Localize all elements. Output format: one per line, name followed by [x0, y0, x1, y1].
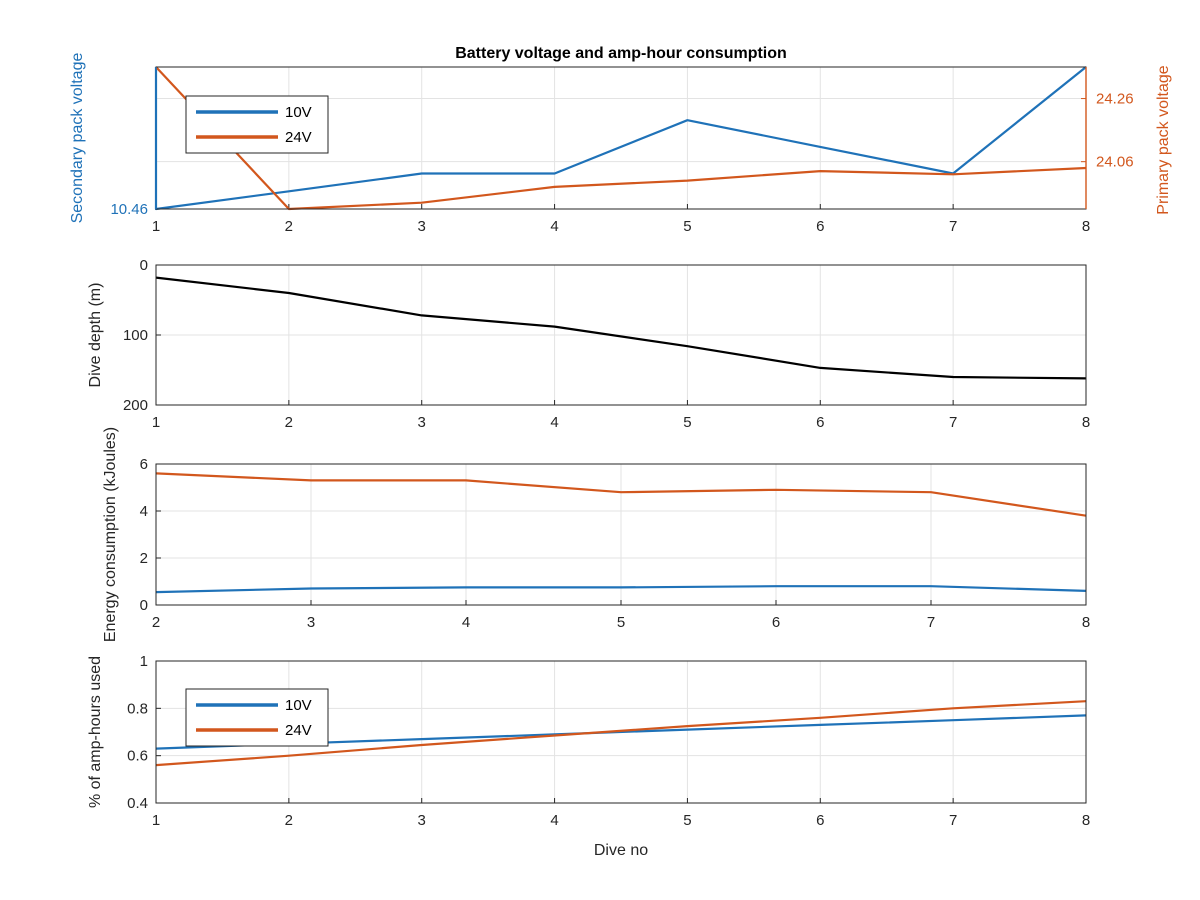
y-tick-label: 0.8 [127, 700, 148, 717]
y-tick-label: 10.46 [110, 201, 148, 218]
series-line-24v [155, 66, 1087, 211]
x-tick-label: 6 [816, 414, 824, 431]
x-tick-label: 6 [816, 812, 824, 829]
x-tick-label: 2 [285, 218, 293, 235]
x-tick-label: 5 [683, 218, 691, 235]
x-tick-label: 8 [1082, 614, 1090, 631]
subplot-4: 1 2 3 4 5 6 7 8 0.4 0.6 0.8 1 % of amp-hours used Div… [87, 653, 1090, 859]
x-tick-label: 1 [152, 218, 160, 235]
x-tick-label: 4 [462, 614, 470, 631]
y-tick-label: 0.4 [127, 795, 148, 812]
y-axis-label: Secondary pack voltage [69, 53, 86, 224]
y-tick-label: 0 [140, 597, 148, 614]
y-right-tick-label: 24.26 [1096, 91, 1134, 108]
subplot-1: 1 2 3 4 5 6 7 8 10.46 24.06 24.26 Secondary pack vo… [69, 45, 1172, 235]
x-tick-label: 7 [949, 414, 957, 431]
x-tick-label: 3 [307, 614, 315, 631]
chart-title: Battery voltage and amp-hour consumption [455, 45, 787, 62]
subplot-2: 1 2 3 4 5 6 7 8 0 100 200 Dive depth (m) [87, 257, 1090, 431]
y-axis-label: Energy consumption (kJoules) [102, 427, 119, 642]
y-tick-label: 0.6 [127, 748, 148, 765]
x-tick-label: 1 [152, 812, 160, 829]
x-tick-label: 3 [418, 414, 426, 431]
x-tick-label: 2 [285, 414, 293, 431]
legend-label-24v: 24V [285, 722, 312, 739]
y-tick-label: 6 [140, 456, 148, 473]
y-tick-label: 200 [123, 397, 148, 414]
x-tick-label: 3 [418, 812, 426, 829]
series-line-1 [155, 472, 1087, 517]
y-tick-label: 0 [140, 257, 148, 274]
x-tick-label: 5 [617, 614, 625, 631]
x-tick-label: 1 [152, 414, 160, 431]
legend-label-10v: 10V [285, 697, 312, 714]
x-tick-label: 4 [550, 812, 558, 829]
x-tick-label: 2 [152, 614, 160, 631]
axes-box [155, 264, 1087, 406]
legend-label-24v: 24V [285, 129, 312, 146]
axes-box [155, 463, 1087, 606]
series-line-24v [155, 700, 1087, 767]
series-line-2 [155, 585, 1087, 594]
y-right-axis-label: Primary pack voltage [1155, 65, 1172, 214]
x-tick-label: 8 [1082, 218, 1090, 235]
legend-label-10v: 10V [285, 104, 312, 121]
x-tick-label: 7 [927, 614, 935, 631]
x-tick-label: 4 [550, 414, 558, 431]
x-tick-label: 6 [816, 218, 824, 235]
x-tick-label: 8 [1082, 812, 1090, 829]
x-tick-label: 3 [418, 218, 426, 235]
x-tick-label: 5 [683, 812, 691, 829]
y-tick-label: 2 [140, 550, 148, 567]
x-tick-label: 4 [550, 218, 558, 235]
series-line-10v [154, 66, 1087, 211]
x-axis-label: Dive no [594, 842, 648, 859]
x-tick-label: 5 [683, 414, 691, 431]
axes-box [155, 660, 1087, 804]
y-axis-label: % of amp-hours used [87, 656, 104, 808]
series-line-1 [155, 276, 1087, 380]
x-tick-label: 7 [949, 812, 957, 829]
x-tick-label: 2 [285, 812, 293, 829]
legend-box [185, 95, 329, 154]
x-tick-label: 8 [1082, 414, 1090, 431]
x-tick-label: 6 [772, 614, 780, 631]
y-tick-label: 1 [140, 653, 148, 670]
legend-box [185, 688, 329, 747]
x-tick-label: 7 [949, 218, 957, 235]
y-tick-label: 4 [140, 503, 148, 520]
y-tick-label: 100 [123, 327, 148, 344]
y-axis-label: Dive depth (m) [87, 283, 104, 388]
y-right-tick-label: 24.06 [1096, 154, 1134, 171]
